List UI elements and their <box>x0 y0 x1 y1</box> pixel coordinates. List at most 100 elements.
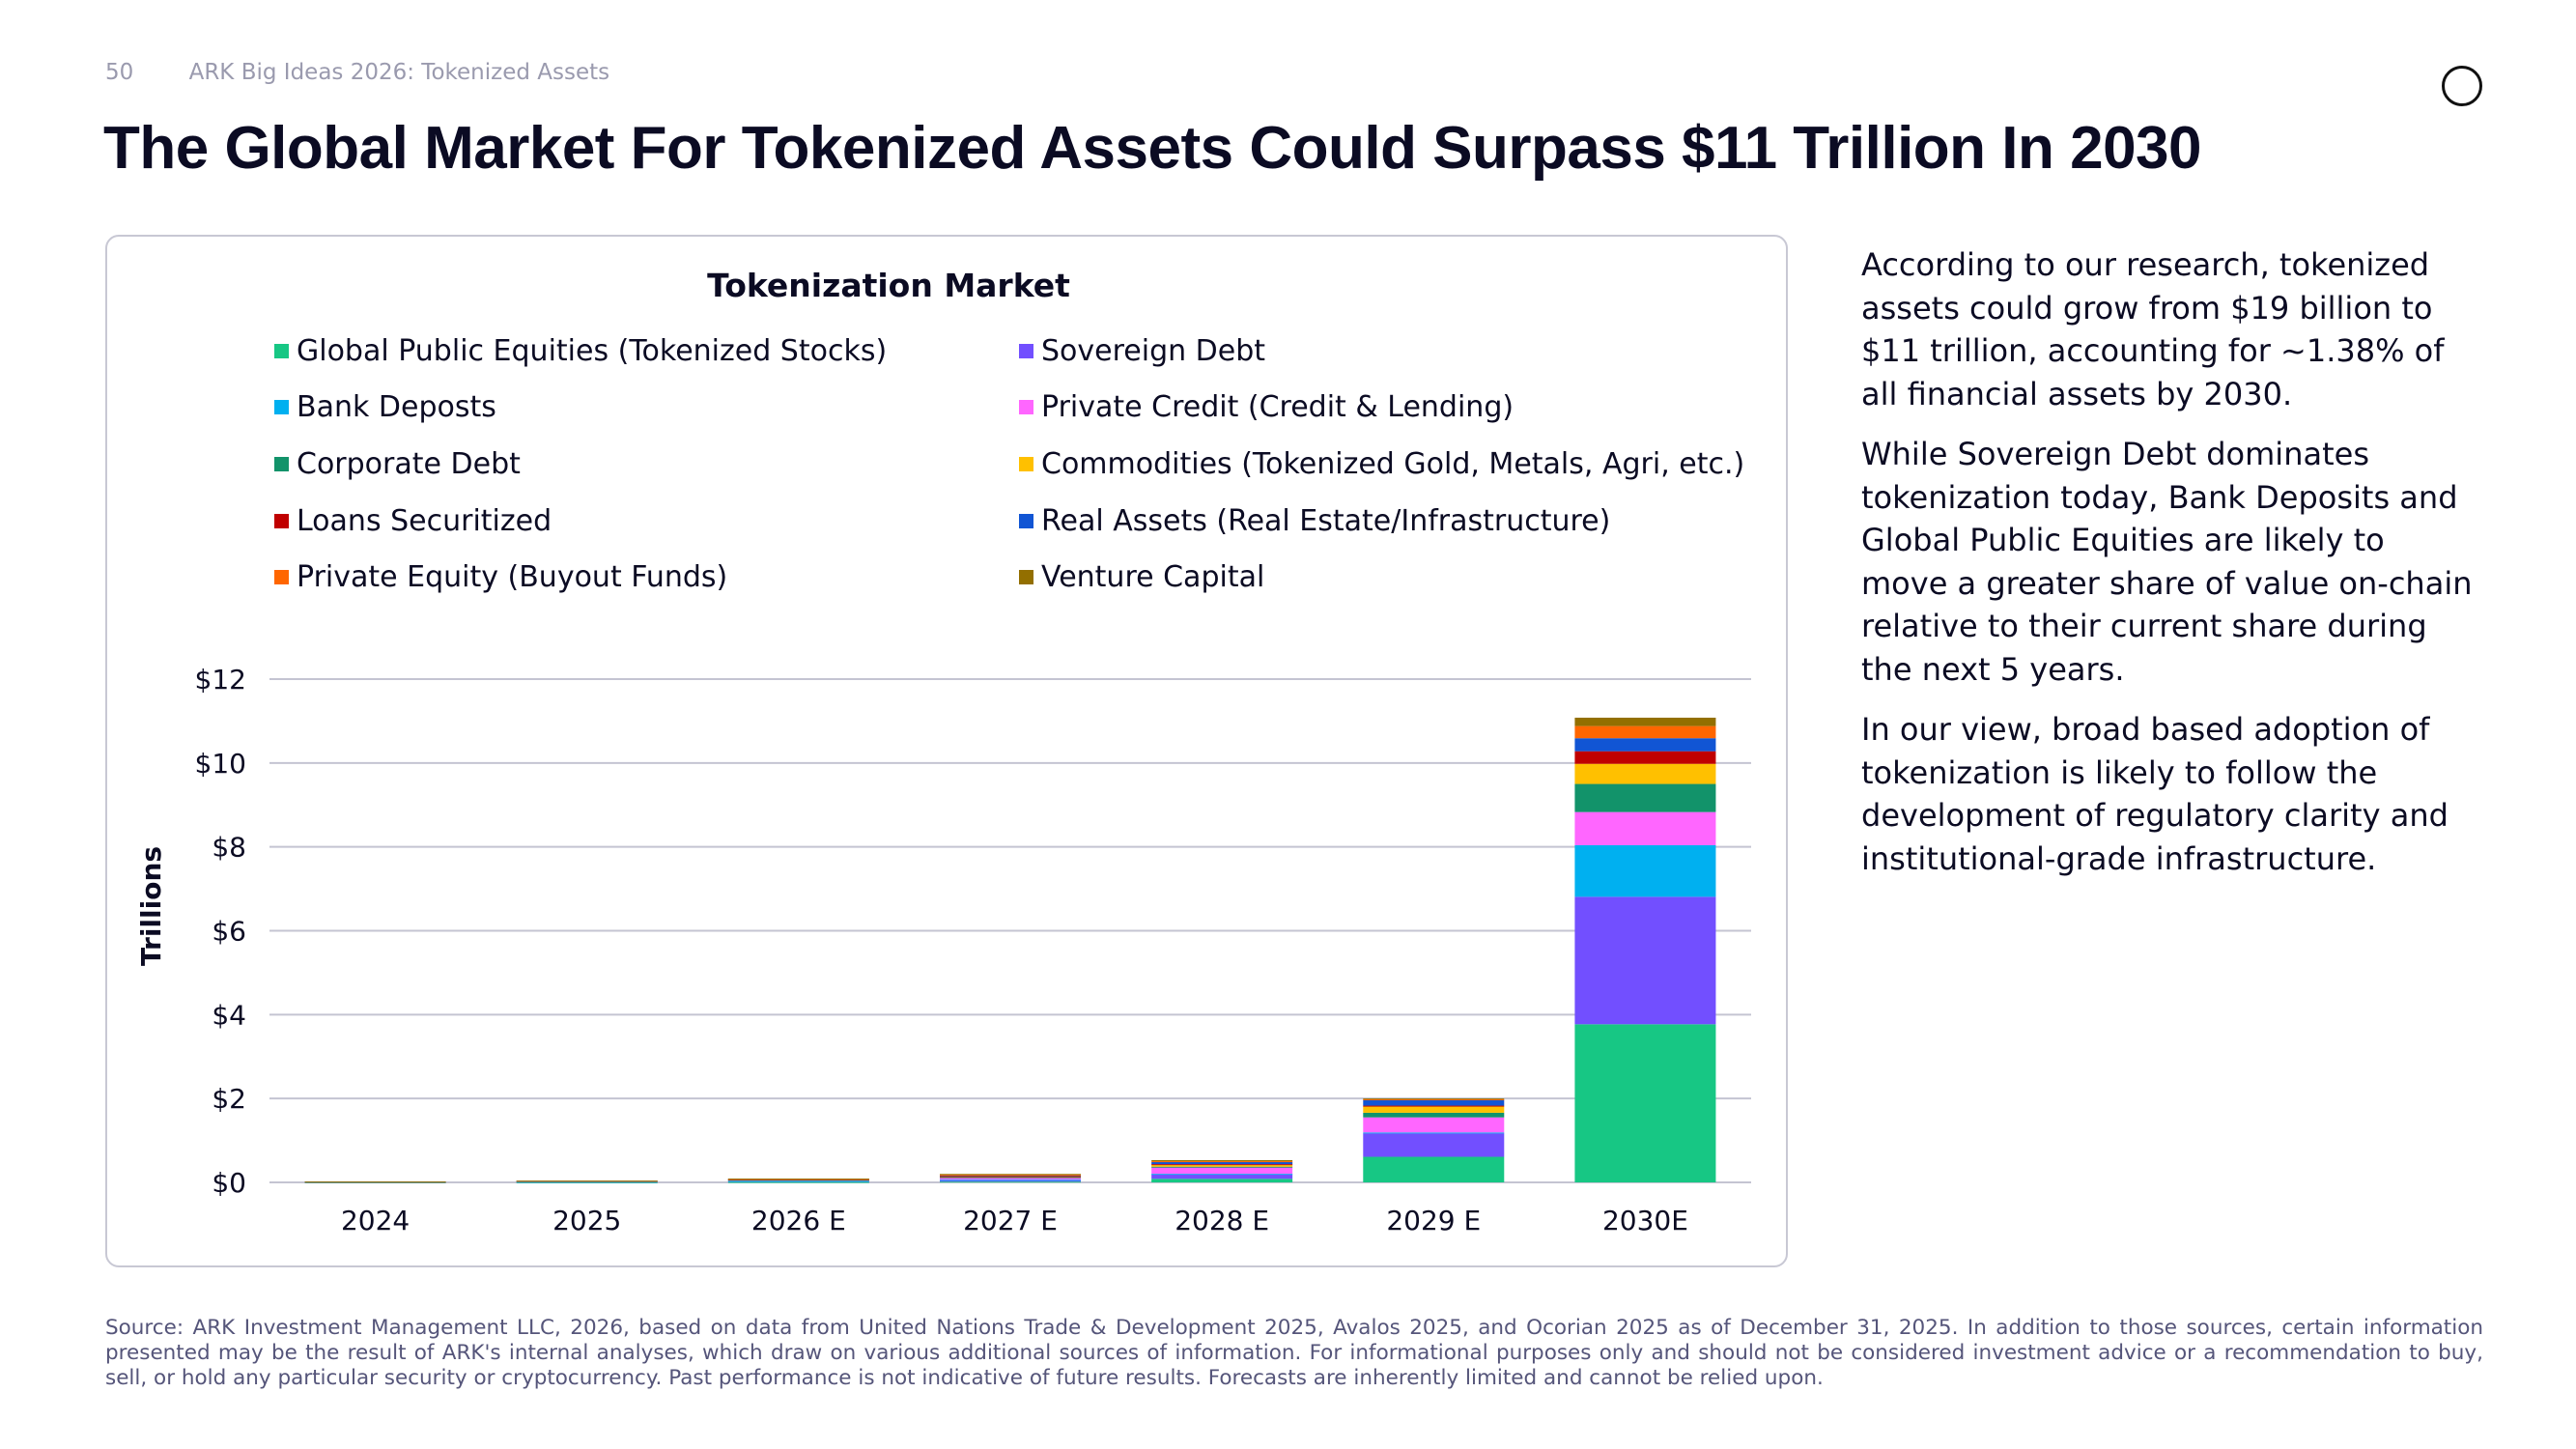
page-title: The Global Market For Tokenized Assets C… <box>103 115 2202 182</box>
legend-item: Loans Securitized <box>274 504 552 538</box>
bar-segment <box>1151 1174 1293 1179</box>
legend-item: Global Public Equities (Tokenized Stocks… <box>274 334 887 368</box>
bar-segment <box>940 1181 1081 1183</box>
bar-segment <box>940 1179 1081 1182</box>
legend-swatch <box>1019 514 1033 528</box>
x-tick-label: 2025 <box>552 1205 621 1236</box>
legend-swatch <box>274 400 289 414</box>
x-tick-label: 2027 E <box>963 1205 1058 1236</box>
bar-segment <box>1151 1179 1293 1182</box>
y-tick-label: $4 <box>212 999 246 1031</box>
y-tick-label: $6 <box>212 916 246 948</box>
bar-segment <box>1574 763 1716 784</box>
legend-item: Private Credit (Credit & Lending) <box>1019 390 1514 424</box>
paragraph: While Sovereign Debt dominates tokenizat… <box>1861 436 2473 688</box>
bar-segment <box>1574 811 1716 845</box>
bar-segment <box>727 1180 869 1182</box>
legend-swatch <box>274 344 289 358</box>
bar-segment <box>940 1179 1081 1181</box>
legend-swatch <box>274 457 289 471</box>
bar-segment <box>1574 1024 1716 1182</box>
bar-segment <box>1151 1167 1293 1175</box>
legend-label: Venture Capital <box>1041 560 1265 594</box>
bar-segment <box>1363 1106 1505 1113</box>
legend-label: Real Assets (Real Estate/Infrastructure) <box>1041 504 1611 538</box>
legend-item: Private Equity (Buyout Funds) <box>274 560 727 594</box>
legend-item: Corporate Debt <box>274 447 521 481</box>
legend-label: Private Credit (Credit & Lending) <box>1041 390 1514 424</box>
bar-segment <box>1363 1112 1505 1118</box>
bar-segment <box>1363 1132 1505 1134</box>
bar-segment <box>1363 1098 1505 1100</box>
bar-segment <box>1151 1159 1293 1162</box>
bar-segment <box>304 1181 446 1183</box>
bar-segment <box>1363 1156 1505 1182</box>
legend-label: Sovereign Debt <box>1041 334 1266 368</box>
chart-panel <box>105 235 1788 1267</box>
page-number: 50 <box>105 60 134 85</box>
legend-swatch <box>1019 457 1033 471</box>
y-tick-label: $2 <box>212 1083 246 1115</box>
legend-label: Corporate Debt <box>297 447 521 481</box>
legend-label: Private Equity (Buyout Funds) <box>297 560 728 594</box>
paragraph: In our view, broad based adoption of tok… <box>1861 711 2449 877</box>
header: 50 ARK Big Ideas 2026: Tokenized Assets <box>105 60 658 85</box>
legend-swatch <box>274 570 289 584</box>
x-tick-label: 2026 E <box>751 1205 846 1236</box>
bar-segment <box>940 1174 1081 1176</box>
legend-swatch <box>274 514 289 528</box>
bar-segment <box>1574 738 1716 752</box>
bar-segment <box>940 1177 1081 1179</box>
bar-segment <box>1574 896 1716 1025</box>
x-tick-label: 2028 E <box>1175 1205 1269 1236</box>
bar-segment <box>1363 1099 1505 1106</box>
bar-segment <box>1151 1174 1293 1176</box>
bar-segment <box>1151 1161 1293 1165</box>
legend-swatch <box>1019 570 1033 584</box>
y-tick-label: $10 <box>195 748 246 780</box>
bar-segment <box>1574 844 1716 897</box>
deck-title: ARK Big Ideas 2026: Tokenized Assets <box>188 60 610 85</box>
paragraph: According to our research, tokenized ass… <box>1861 246 2445 412</box>
bar-segment <box>727 1181 869 1183</box>
legend-label: Bank Deposts <box>297 390 496 424</box>
commentary: According to our research, tokenized ass… <box>1861 243 2479 897</box>
x-tick-label: 2024 <box>341 1205 410 1236</box>
y-tick-label: $8 <box>212 832 246 864</box>
legend-label: Global Public Equities (Tokenized Stocks… <box>297 334 888 368</box>
bar-segment <box>516 1181 658 1183</box>
legend-item: Real Assets (Real Estate/Infrastructure) <box>1019 504 1610 538</box>
bar-segment <box>940 1177 1081 1180</box>
legend-label: Loans Securitized <box>297 504 552 538</box>
bar-segment <box>940 1176 1081 1178</box>
bar-segment <box>1151 1164 1293 1166</box>
legend-item: Bank Deposts <box>274 390 496 424</box>
bar-segment <box>1151 1166 1293 1168</box>
bar-segment <box>1363 1099 1505 1101</box>
bar-segment <box>1151 1164 1293 1167</box>
chart-title: Tokenization Market <box>707 267 1070 304</box>
bar-segment <box>1363 1105 1505 1107</box>
source-footnote: Source: ARK Investment Management LLC, 2… <box>105 1316 2483 1390</box>
legend-swatch <box>1019 400 1033 414</box>
bar-segment <box>1574 751 1716 764</box>
bar-segment <box>516 1180 658 1182</box>
legend-swatch <box>1019 344 1033 358</box>
bar-segment <box>1151 1161 1293 1163</box>
legend-item: Sovereign Debt <box>1019 334 1265 368</box>
ark-logo-icon <box>2442 66 2482 106</box>
y-tick-label: $0 <box>212 1167 246 1199</box>
bar-segment <box>516 1181 658 1183</box>
bar-segment <box>1363 1117 1505 1133</box>
bar-segment <box>1574 783 1716 812</box>
y-tick-label: $12 <box>195 664 246 696</box>
legend-item: Commodities (Tokenized Gold, Metals, Agr… <box>1019 447 1744 481</box>
bar-segment <box>1574 725 1716 739</box>
bar-segment <box>940 1175 1081 1177</box>
bar-segment <box>1363 1133 1505 1157</box>
x-tick-label: 2029 E <box>1386 1205 1481 1236</box>
legend-label: Commodities (Tokenized Gold, Metals, Agr… <box>1041 447 1745 481</box>
bar-segment <box>1574 717 1716 726</box>
x-tick-label: 2030E <box>1602 1205 1688 1236</box>
